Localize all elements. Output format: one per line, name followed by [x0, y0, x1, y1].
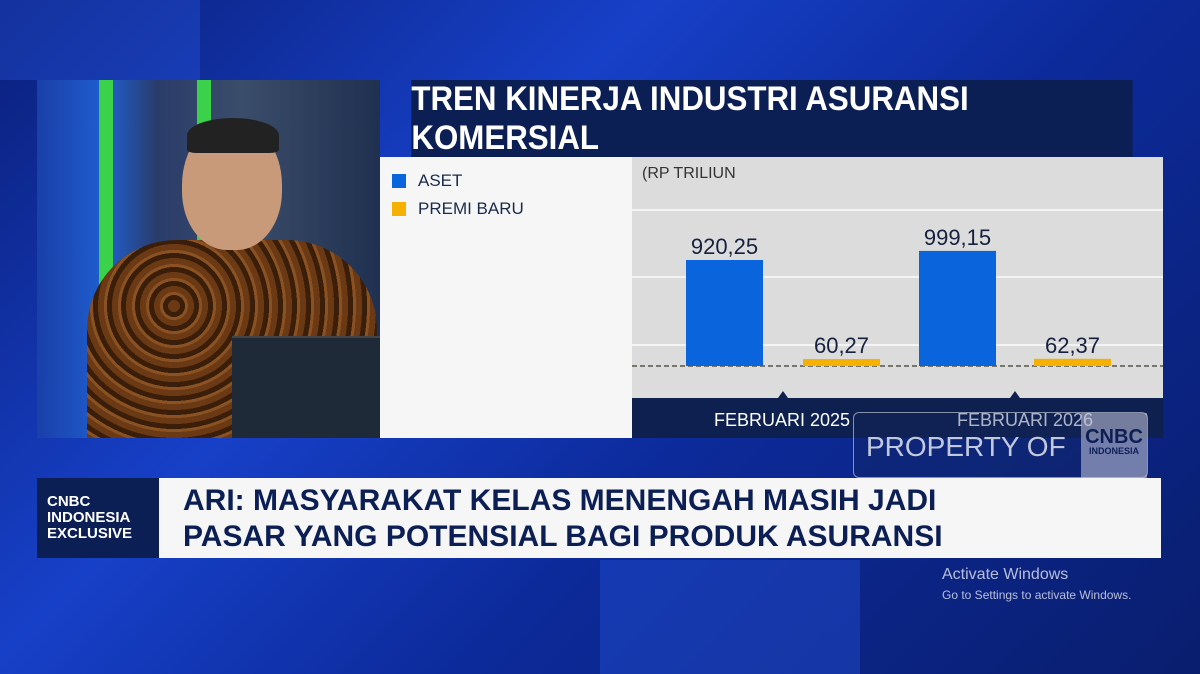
background-tile: [600, 560, 860, 674]
logo-text: CNBC: [1085, 426, 1143, 448]
watermark-text: PROPERTY OF: [866, 431, 1066, 462]
legend-swatch: [392, 174, 406, 188]
data-label: 999,15: [924, 225, 991, 250]
logo-subtext: INDONESIA: [1088, 446, 1139, 456]
x-tick-label: FEBRUARI 2026: [956, 410, 1094, 430]
data-label: 920,25: [691, 234, 758, 259]
presenter-hair: [187, 118, 279, 153]
headline-line: ARI: MASYARAKAT KELAS MENENGAH MASIH JAD…: [183, 484, 937, 517]
activate-windows-subtitle: Go to Settings to activate Windows.: [942, 588, 1132, 602]
background-tile: [0, 0, 200, 80]
bar-aset: [686, 259, 763, 366]
activate-windows-watermark: Activate Windows Go to Settings to activ…: [942, 566, 1131, 602]
data-label: 60,27: [814, 333, 869, 358]
legend-item-premi-baru: PREMI BARU: [392, 199, 524, 219]
legend-item-aset: ASET: [392, 171, 462, 191]
property-watermark: PROPERTY OF CNBC INDONESIA: [853, 412, 1148, 478]
bar-chart: 920,25 60,27 999,15 62,37: [632, 209, 1163, 398]
x-tick-marker: [1010, 391, 1020, 398]
y-axis-unit-label: (RP TRILIUN: [642, 165, 736, 182]
x-axis-band: [632, 398, 1163, 438]
cnbc-logo: CNBC INDONESIA: [1081, 413, 1147, 478]
x-tick-marker: [778, 391, 788, 398]
cnbc-exclusive-badge: CNBC INDONESIA EXCLUSIVE: [37, 478, 159, 558]
headline-lower-third: ARI: MASYARAKAT KELAS MENENGAH MASIH JAD…: [159, 478, 1161, 558]
data-label: 62,37: [1045, 333, 1100, 358]
laptop: [232, 336, 380, 438]
bar-premi-baru: [1034, 358, 1111, 366]
legend-label: PREMI BARU: [418, 199, 524, 218]
badge-line: EXCLUSIVE: [47, 525, 133, 542]
badge-line: CNBC: [47, 493, 91, 510]
chart-title: TREN KINERJA INDUSTRI ASURANSI KOMERSIAL: [411, 80, 1133, 157]
bar-aset: [919, 250, 996, 366]
legend-swatch: [392, 202, 406, 216]
badge-line: INDONESIA: [47, 509, 131, 526]
headline-line: PASAR YANG POTENSIAL BAGI PRODUK ASURANS…: [183, 520, 943, 553]
bar-premi-baru: [803, 359, 880, 366]
video-feed-presenter: [37, 80, 380, 438]
legend-label: ASET: [418, 171, 463, 190]
x-tick-label: FEBRUARI 2025: [713, 410, 851, 430]
chart-legend: ASET PREMI BARU: [380, 157, 632, 438]
activate-windows-title: Activate Windows: [942, 566, 1069, 583]
